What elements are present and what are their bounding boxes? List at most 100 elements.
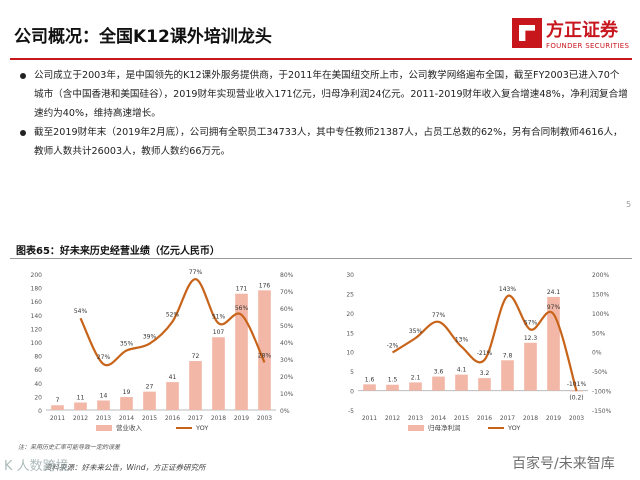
logo-text: 方正证券 <box>546 20 618 41</box>
y-tick-label-right: 0% <box>280 408 290 415</box>
line-value-label: 143% <box>499 286 516 293</box>
y-tick-label-right: 60% <box>280 306 294 313</box>
y-tick-label-right: 200% <box>592 272 609 279</box>
legend-label: 营业收入 <box>116 423 143 432</box>
line-value-label: 77% <box>432 312 446 319</box>
bar <box>235 293 248 410</box>
bar-value-label: 41 <box>169 374 177 381</box>
y-tick-label-left: 0 <box>350 389 354 396</box>
line-value-label: 28% <box>258 352 272 359</box>
bar-value-label: 11 <box>77 395 85 402</box>
bar <box>386 384 399 391</box>
x-tick-label: 2011 <box>362 415 377 422</box>
line-value-label: -21% <box>477 350 493 357</box>
footnote: 注：采用历史汇率可能导致一定的误差 <box>18 444 121 451</box>
y-tick-label-right: 0% <box>592 350 602 357</box>
bar <box>120 397 133 410</box>
watermark-left: K 人数跨境 <box>4 459 69 474</box>
y-tick-label-left: 40 <box>34 381 42 388</box>
page-title: 公司概况：全国K12课外培训龙头 <box>14 27 272 47</box>
watermark-right: 百家号/未来智库 <box>512 456 615 472</box>
line-value-label: 57% <box>524 320 538 327</box>
legend-label: YOY <box>195 424 208 432</box>
logo-icon <box>512 18 542 48</box>
x-tick-label: 2016 <box>165 415 180 422</box>
bullet-item: 公司成立于2003年，是中国领先的K12课外服务提供商，于2011年在美国纽交所… <box>20 66 628 123</box>
bar <box>432 376 445 391</box>
bar-value-label: 1.6 <box>365 376 375 383</box>
bar-value-label: 4.1 <box>457 367 467 374</box>
line-value-label: 77% <box>189 269 203 276</box>
bar <box>166 382 179 410</box>
line-value-label: 27% <box>97 354 111 361</box>
y-tick-label-left: 30 <box>346 272 354 279</box>
line-value-label: 35% <box>409 328 423 335</box>
line-value-label: -2% <box>387 342 399 349</box>
y-tick-label-left: 25 <box>346 291 354 298</box>
bar <box>570 390 583 392</box>
y-tick-label-left: -5 <box>348 408 354 415</box>
source-note: 资料来源：好未来公告，Wind，方正证券研究所 <box>44 463 206 472</box>
line-value-label: 54% <box>74 308 88 315</box>
x-tick-label: 2019 <box>234 415 249 422</box>
y-tick-label-left: 15 <box>346 330 354 337</box>
bullet-item: 截至2019财年末（2019年2月底），公司拥有全职员工34733人，其中专任教… <box>20 123 628 161</box>
x-tick-label: 2018 <box>211 415 226 422</box>
y-tick-label-left: 20 <box>346 311 354 318</box>
x-tick-label: 2016 <box>477 415 492 422</box>
x-tick-label: 2017 <box>188 415 203 422</box>
x-tick-label: 2013 <box>408 415 423 422</box>
x-tick-label: 2015 <box>142 415 157 422</box>
bar <box>212 337 225 410</box>
bullet-icon <box>20 73 26 79</box>
bar-value-label: 72 <box>192 353 200 360</box>
x-tick-label: 2003 <box>569 415 584 422</box>
y-tick-label-left: 10 <box>346 350 354 357</box>
bar-value-label: 7.8 <box>503 352 513 359</box>
figure-title: 图表65：好未来历史经营业绩（亿元人民币） <box>16 246 220 257</box>
y-tick-label-left: 180 <box>31 286 43 293</box>
y-tick-label-right: 20% <box>280 374 294 381</box>
y-tick-label-left: 80 <box>34 354 42 361</box>
line-value-label: 56% <box>235 305 249 312</box>
line-value-label: 39% <box>143 334 157 341</box>
line-value-label: 35% <box>120 341 134 348</box>
bar-value-label: 12.3 <box>524 335 538 342</box>
y-tick-label-left: 100 <box>31 340 43 347</box>
bullet-text: 截至2019财年末（2019年2月底），公司拥有全职员工34733人，其中专任教… <box>34 127 623 157</box>
bar <box>258 290 271 410</box>
x-tick-label: 2013 <box>96 415 111 422</box>
y-tick-label-left: 60 <box>34 367 42 374</box>
y-tick-label-left: 200 <box>31 272 43 279</box>
bar-value-label: 7 <box>56 397 60 404</box>
legend-label: YOY <box>507 424 520 432</box>
bar-value-label: 27 <box>146 384 154 391</box>
y-tick-label-right: 10% <box>280 391 294 398</box>
line-value-label: 51% <box>212 313 226 320</box>
bar <box>455 374 468 391</box>
bar <box>501 360 514 391</box>
x-tick-label: 2014 <box>119 415 134 422</box>
y-tick-label-right: -100% <box>592 389 612 396</box>
y-tick-label-right: -50% <box>592 369 608 376</box>
bar <box>409 382 422 391</box>
figure-divider <box>10 258 632 259</box>
bar <box>363 384 376 391</box>
bar-value-label: 2.1 <box>411 374 421 381</box>
revenue-chart: 0 20 40 60 80 100 120 140 160 180 200 0% 10% 20% 30% 40… <box>31 269 294 432</box>
y-tick-label-right: 30% <box>280 357 294 364</box>
line-value-label: 13% <box>455 337 469 344</box>
brand-logo: 方正证券 FOUNDER SECURITIES <box>512 14 632 58</box>
bar-value-label: 171 <box>236 286 248 293</box>
x-tick-label: 2015 <box>454 415 469 422</box>
y-tick-label-left: 20 <box>34 394 42 401</box>
bullet-icon <box>20 130 26 136</box>
y-tick-label-right: 50% <box>592 330 606 337</box>
net-profit-chart: -5 0 5 10 15 20 25 30 -150% -100% -50% 0% 50% 100% 150… <box>346 272 612 432</box>
y-tick-label-right: 50% <box>280 323 294 330</box>
y-tick-label-left: 5 <box>350 369 354 376</box>
y-tick-label-left: 0 <box>38 408 42 415</box>
legend-swatch-bar <box>96 425 112 431</box>
line-value-label: -101% <box>567 381 587 388</box>
x-tick-label: 2012 <box>73 415 88 422</box>
